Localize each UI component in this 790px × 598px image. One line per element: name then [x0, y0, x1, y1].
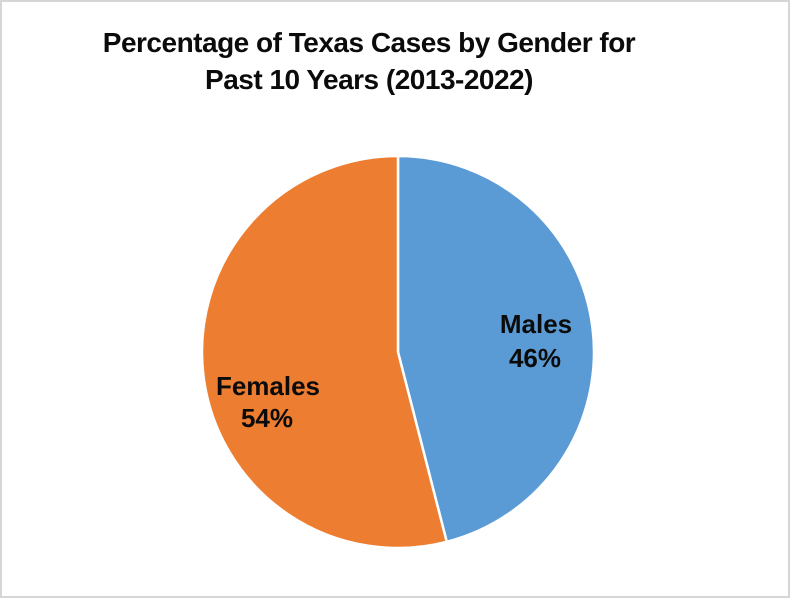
- males-percent-label: 46%: [509, 343, 561, 373]
- males-label: Males: [500, 309, 572, 339]
- chart-title-line1: Percentage of Texas Cases by Gender for: [102, 27, 636, 58]
- pie-slice-females: [200, 154, 448, 550]
- pie-slice-males: [396, 154, 596, 544]
- females-percent-label: 54%: [241, 403, 293, 433]
- chart-title-line2: Past 10 Years (2013-2022): [205, 64, 533, 95]
- females-label: Females: [216, 371, 320, 401]
- chart-title: Percentage of Texas Cases by Gender for …: [2, 24, 736, 98]
